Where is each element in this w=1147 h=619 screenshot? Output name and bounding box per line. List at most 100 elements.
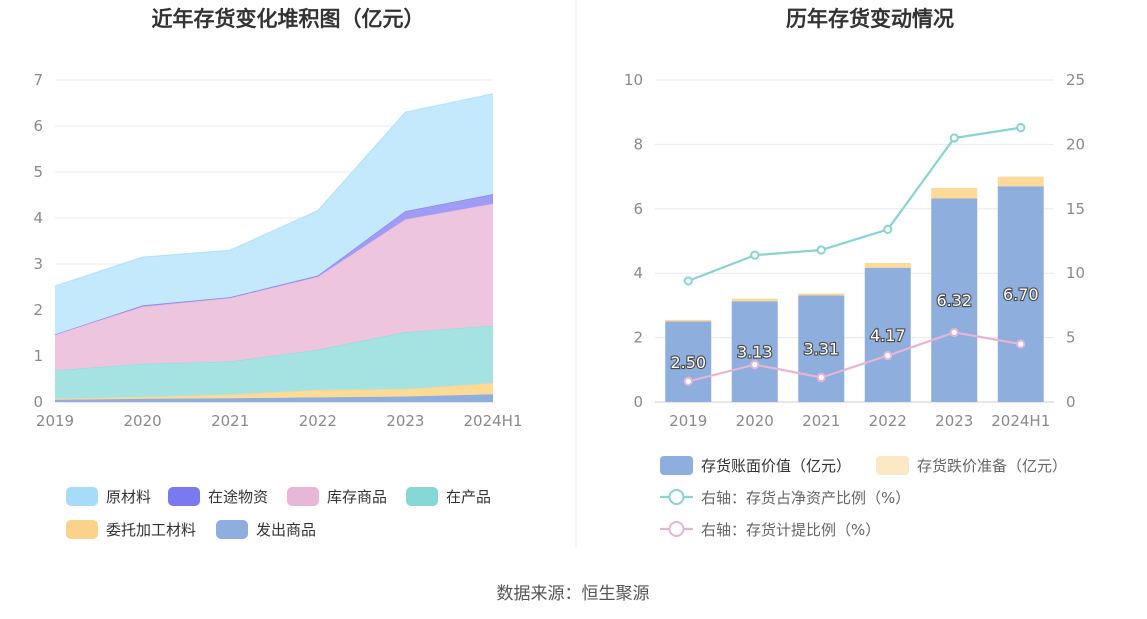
- right-x-tick-label: 2023: [935, 412, 973, 430]
- legend-label-发出商品: 发出商品: [256, 521, 316, 539]
- right-left-y-axis-ticks: 0 2 4 6 8 10: [624, 71, 643, 411]
- left-chart-areas: [54, 93, 494, 402]
- bar-impairment: [997, 176, 1044, 187]
- legend-swatch-impairment: [876, 456, 909, 475]
- left-y-tick-label: 2: [33, 301, 43, 319]
- legend-swatch-在途物资: [168, 487, 200, 506]
- line-point: [883, 224, 893, 235]
- line-series-右轴：存货计提比例（%）: [688, 331, 1021, 383]
- line-point: [683, 376, 693, 386]
- right-left-y-tick-label: 6: [633, 200, 643, 218]
- right-chart-legend: 存货账面价值（亿元） 存货跌价准备（亿元） 右轴：存货占净资产比例（%） 右轴：存货计…: [660, 456, 1067, 539]
- legend-label-原材料: 原材料: [106, 488, 151, 506]
- bar-impairment: [931, 187, 978, 199]
- right-left-y-tick-label: 8: [633, 135, 643, 153]
- line-point: [750, 360, 760, 370]
- legend-swatch-book-value: [660, 456, 693, 475]
- right-chart-bars: [665, 176, 1044, 402]
- left-y-tick-label: 4: [33, 209, 43, 227]
- legend-label-在途物资: 在途物资: [208, 488, 268, 506]
- legend-swatch-在产品: [406, 487, 438, 506]
- left-y-axis-ticks: 0 1 2 3 4 5 6 7: [33, 71, 43, 411]
- right-right-y-tick-label: 15: [1066, 200, 1085, 218]
- line-point: [1016, 339, 1026, 349]
- area-series-原材料: [55, 93, 493, 335]
- right-chart-title: 历年存货变动情况: [786, 7, 954, 31]
- area-edge-发出商品: [54, 393, 494, 401]
- right-right-y-axis-ticks: 0 5 10 15 20 25: [1066, 71, 1085, 411]
- line-point: [1016, 123, 1026, 133]
- left-chart-title: 近年存货变化堆积图（亿元）: [152, 7, 425, 31]
- right-x-axis-ticks: 2019 2020 2021 2022 2023 2024H1: [669, 412, 1050, 430]
- line-series-右轴：存货占净资产比例（%）: [687, 126, 1021, 282]
- area-series-委托加工材料: [55, 383, 493, 400]
- right-left-y-tick-label: 4: [633, 264, 643, 282]
- left-x-tick-label: 2023: [386, 412, 424, 430]
- left-y-tick-label: 0: [33, 393, 43, 411]
- bar-impairment: [731, 298, 778, 302]
- legend-swatch-库存商品: [287, 487, 319, 506]
- right-right-y-tick-label: 25: [1066, 71, 1085, 89]
- line-point: [816, 372, 826, 383]
- left-x-tick-label: 2021: [211, 412, 249, 430]
- line-point: [949, 327, 959, 338]
- right-left-y-tick-label: 10: [624, 71, 643, 89]
- legend-label-库存商品: 库存商品: [327, 488, 387, 506]
- legend-swatch-发出商品: [216, 520, 248, 539]
- legend-label-book-value: 存货账面价值（亿元）: [701, 457, 851, 475]
- right-x-tick-label: 2022: [869, 412, 907, 430]
- left-x-tick-label: 2024H1: [464, 412, 523, 430]
- left-y-tick-label: 6: [33, 117, 43, 135]
- line-point: [949, 133, 959, 143]
- right-left-y-tick-label: 0: [633, 393, 643, 411]
- bar-data-label: 2.50: [670, 353, 706, 372]
- area-series-在途物资: [55, 194, 493, 335]
- bar-impairment: [798, 293, 845, 296]
- data-source-note: 数据来源：恒生聚源: [497, 584, 650, 604]
- legend-label-impairment: 存货跌价准备（亿元）: [917, 457, 1067, 475]
- line-point: [750, 250, 760, 260]
- bar-impairment: [864, 262, 911, 268]
- bar-book-value: [997, 186, 1044, 402]
- legend-label-line: 右轴：存货占净资产比例（%）: [701, 489, 910, 507]
- area-series-在产品: [55, 325, 493, 399]
- legend-line-marker: [668, 489, 685, 505]
- bar-book-value: [864, 267, 911, 402]
- line-point: [816, 245, 826, 255]
- legend-label-委托加工材料: 委托加工材料: [106, 521, 196, 539]
- area-edge-原材料: [54, 93, 494, 287]
- left-y-tick-label: 1: [33, 347, 43, 365]
- right-right-y-tick-label: 20: [1066, 135, 1085, 153]
- right-chart-grid: [655, 79, 1054, 403]
- right-x-tick-label: 2024H1: [991, 412, 1050, 430]
- right-right-y-tick-label: 10: [1066, 264, 1085, 282]
- line-point: [883, 351, 893, 361]
- legend-label-line: 右轴：存货计提比例（%）: [701, 521, 880, 539]
- left-x-axis-ticks: 2019 2020 2021 2022 2023 2024H1: [36, 412, 523, 430]
- left-x-tick-label: 2019: [36, 412, 74, 430]
- bar-data-label: 6.70: [1003, 285, 1039, 304]
- bar-data-label: 4.17: [870, 326, 906, 345]
- bar-data-label: 6.32: [936, 291, 972, 310]
- bar-book-value: [798, 295, 845, 402]
- right-right-y-tick-label: 5: [1066, 329, 1076, 347]
- legend-label-在产品: 在产品: [446, 488, 491, 506]
- area-series-库存商品: [55, 203, 493, 371]
- right-left-y-tick-label: 2: [633, 329, 643, 347]
- left-y-tick-label: 5: [33, 163, 43, 181]
- legend-swatch-委托加工材料: [66, 520, 98, 539]
- left-x-tick-label: 2022: [299, 412, 337, 430]
- bar-book-value: [665, 321, 712, 402]
- right-chart-bar-labels: 2.50 3.13 3.31 4.17 6.32 6.70: [669, 284, 1039, 373]
- right-x-tick-label: 2019: [669, 412, 707, 430]
- left-y-tick-label: 7: [33, 71, 43, 89]
- right-chart-lines: [683, 123, 1026, 386]
- legend-line-marker: [668, 521, 685, 537]
- left-x-tick-label: 2020: [124, 412, 162, 430]
- line-point: [683, 276, 693, 286]
- area-edge-库存商品: [54, 203, 494, 335]
- left-y-tick-label: 3: [33, 255, 43, 273]
- bar-book-value: [931, 198, 978, 402]
